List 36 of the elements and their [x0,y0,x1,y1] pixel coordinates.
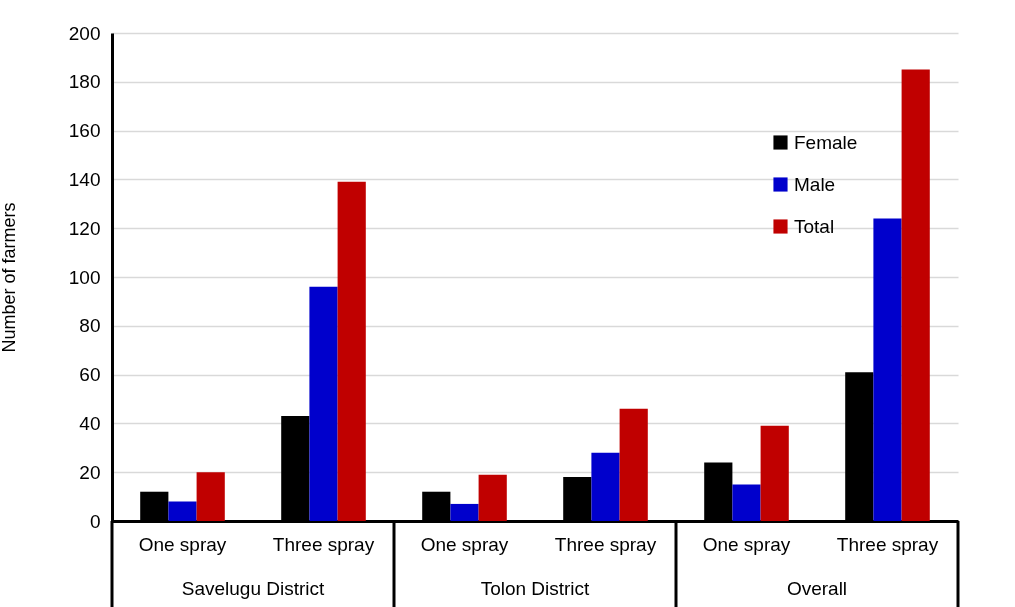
bar [901,69,930,521]
bar [760,425,789,521]
text: Tolon District [480,578,591,599]
x-tick-label: Three spray [836,533,939,555]
y-tick-label: 60 [79,364,101,386]
text: Savelugu District [181,578,325,599]
y-tick-label: 180 [68,71,101,93]
y-tick-label: 140 [68,168,101,190]
y-axis-title: Number of farmers [0,202,19,353]
y-tick-label: 40 [79,412,101,434]
y-tick-label: 120 [68,217,101,239]
bar [168,501,197,521]
bar [309,286,338,521]
bar [196,472,225,521]
bar [732,484,761,521]
x-tick-label: One spray [702,533,791,555]
y-tick-label: 100 [68,266,101,288]
x-tick-label: One spray [420,533,509,555]
x-tick-label: One spray [138,533,227,555]
y-tick-label: 160 [68,120,101,142]
bar [478,474,507,521]
legend-label: Total [794,215,835,237]
y-tick-label: 0 [89,510,101,532]
bar [591,452,620,521]
y-tick-label: 80 [79,315,101,337]
x-tick-label: Three spray [272,533,375,555]
text: Overall [786,578,848,599]
bar [337,181,366,521]
bar [450,503,479,521]
bar [873,218,902,521]
legend-label: Male [794,173,836,195]
y-tick-label: 200 [68,22,101,44]
bar [619,408,648,521]
y-tick-label: 20 [79,461,101,483]
x-tick-label: Three spray [554,533,657,555]
legend-label: Female [794,131,858,153]
